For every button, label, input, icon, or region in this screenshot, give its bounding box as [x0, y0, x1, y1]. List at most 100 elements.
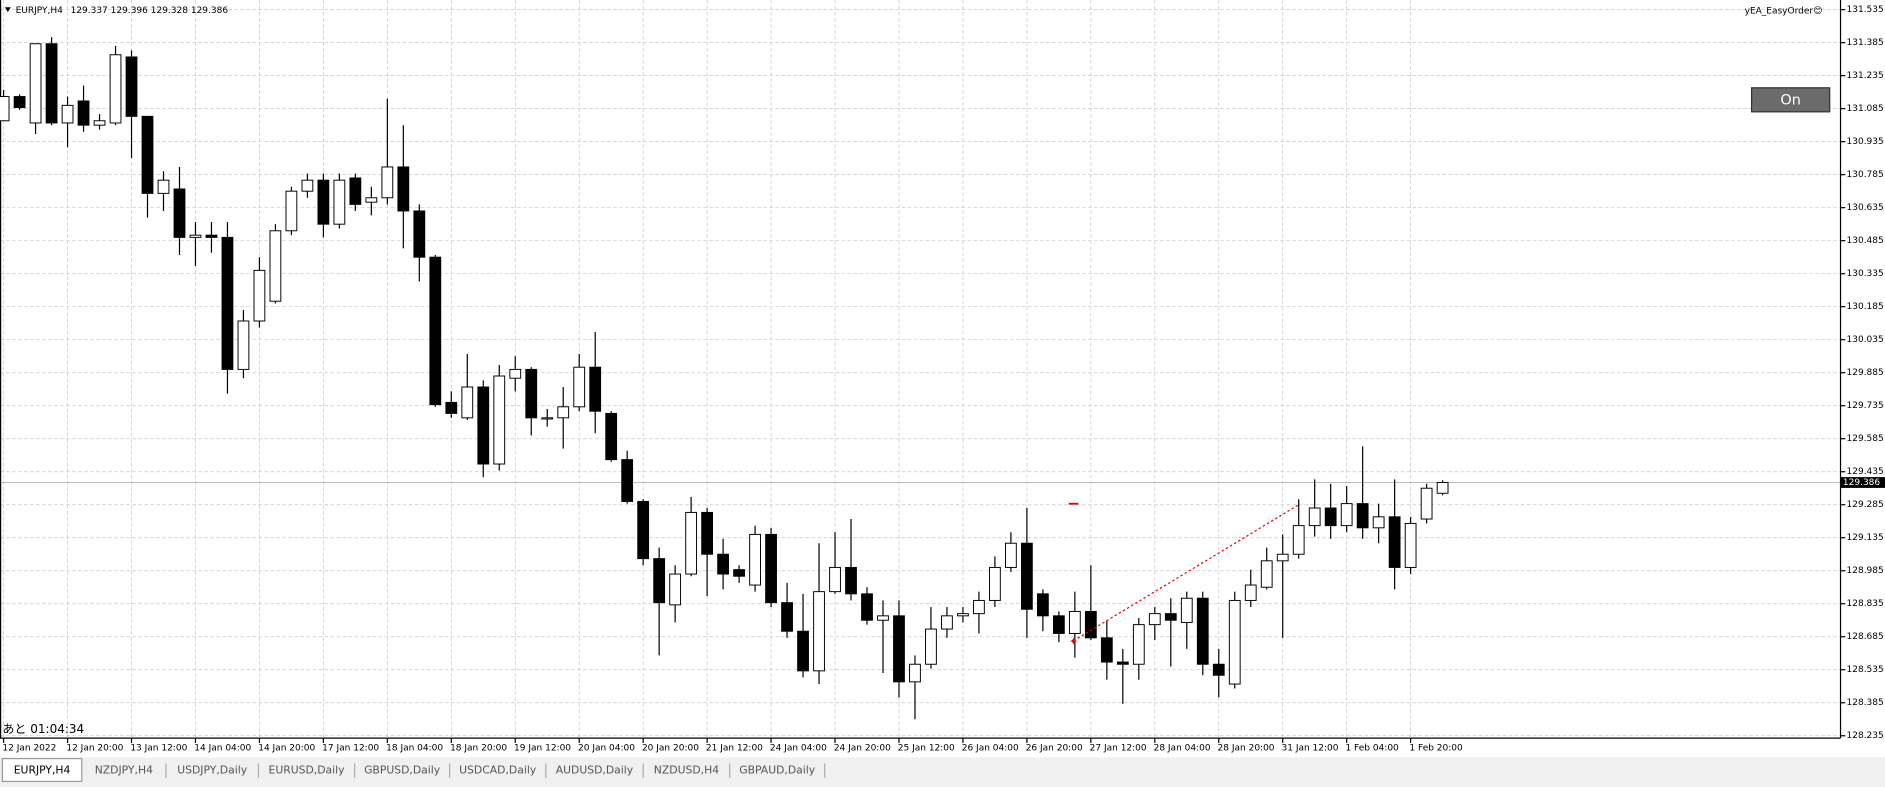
y-tick-label: 130.935 [1847, 137, 1884, 147]
candle-body [173, 188, 186, 238]
x-tick-label: 24 Jan 04:00 [770, 743, 827, 753]
x-tick-label: 26 Jan 04:00 [962, 743, 1019, 753]
x-tick-label: 14 Jan 04:00 [194, 743, 251, 753]
button-label[interactable]: On [1780, 92, 1800, 108]
candle-body [29, 43, 42, 124]
tab[interactable]: GBPAUD,Daily [739, 764, 816, 777]
y-tick-label: 131.085 [1847, 104, 1884, 114]
candle-body [237, 320, 250, 370]
y-tick-label: 128.835 [1847, 599, 1884, 609]
tab[interactable]: AUDUSD,Daily [556, 764, 634, 777]
x-tick-label: 25 Jan 12:00 [898, 743, 955, 753]
candle-body [1340, 503, 1353, 527]
x-tick-label: 26 Jan 20:00 [1026, 743, 1083, 753]
candle-body [1005, 542, 1017, 568]
price-label: 129.386 [1843, 478, 1880, 488]
candle-body [189, 234, 202, 238]
candle-body [1404, 522, 1417, 568]
candle-body [1068, 610, 1081, 634]
tab-bar [0, 757, 1885, 787]
candle-body [269, 230, 282, 302]
x-tick-label: 18 Jan 20:00 [450, 743, 507, 753]
tab[interactable]: NZDUSD,H4 [654, 764, 719, 777]
candle-body [573, 366, 586, 408]
candle-body [461, 386, 474, 419]
candles [0, 37, 1449, 720]
candle-body [205, 234, 218, 238]
candle-body [1084, 610, 1097, 639]
tab[interactable]: USDJPY,Daily [177, 764, 247, 777]
on-button[interactable]: On [1750, 87, 1831, 113]
y-tick-label: 131.535 [1847, 5, 1884, 15]
x-tick-label: 14 Jan 20:00 [258, 743, 315, 753]
y-tick-label: 130.035 [1847, 335, 1884, 345]
candle-body [541, 417, 554, 420]
y-tick-label: 130.185 [1847, 302, 1884, 312]
candle-body [1276, 553, 1289, 562]
candle-body [829, 566, 841, 593]
y-tick-label: 128.985 [1847, 566, 1884, 576]
candle-body [669, 573, 682, 606]
y-tick-label: 129.435 [1847, 467, 1884, 477]
y-tick-label: 129.585 [1847, 434, 1884, 444]
last-open: 129.337 [71, 6, 108, 16]
header-text: EURJPY,H4 129.337 129.396 129.328 129.38… [16, 6, 229, 16]
candle-body [1372, 516, 1385, 529]
x-tick-label: 27 Jan 12:00 [1090, 743, 1147, 753]
candle-body [1388, 516, 1401, 568]
candle-body [445, 401, 458, 414]
x-tick-label: 20 Jan 04:00 [578, 743, 635, 753]
candle-body [13, 96, 26, 109]
x-tick-label: 1 Feb 04:00 [1345, 743, 1399, 753]
candle-body [989, 566, 1001, 601]
candle-body [749, 533, 761, 586]
tab[interactable]: EURUSD,Daily [269, 764, 346, 777]
tab-active-bg[interactable] [1, 757, 83, 783]
indicator-name: yEA_EasyOrder😊 [1745, 5, 1823, 16]
candle-body [141, 115, 154, 194]
candle-body [221, 236, 234, 370]
tab[interactable]: GBPUSD,Daily [364, 764, 441, 777]
candle-body [557, 406, 570, 419]
candle-body [1228, 599, 1241, 685]
x-axis: 12 Jan 2022 12 Jan 20:00 13 Jan 12:00 14 Ja… [2, 738, 1463, 753]
candle-body [0, 96, 10, 122]
x-tick-label: 17 Jan 12:00 [322, 743, 379, 753]
x-tick-label: 13 Jan 12:00 [130, 743, 187, 753]
tab[interactable]: NZDJPY,H4 [95, 764, 153, 777]
y-tick-label: 128.535 [1847, 665, 1884, 675]
x-tick-label: 1 Feb 20:00 [1409, 743, 1463, 753]
y-tick-label: 131.385 [1847, 38, 1884, 48]
last-close: 129.386 [191, 6, 228, 16]
button-bg[interactable] [1750, 87, 1831, 113]
candle-body [1212, 663, 1225, 676]
candle-body [93, 120, 106, 126]
candle-body [653, 558, 666, 604]
candle-body [1196, 597, 1209, 665]
candle-body [365, 197, 378, 203]
candle-body [701, 511, 714, 555]
candle-body [125, 56, 138, 117]
candle-body [813, 591, 825, 672]
candle-body [157, 179, 170, 194]
y-tick-label: 128.385 [1847, 698, 1884, 708]
candle-body [333, 179, 346, 225]
trade-line [1073, 504, 1299, 642]
candle-body [861, 593, 873, 621]
candle-body [765, 533, 777, 604]
candle-body [1148, 613, 1161, 626]
candle-body [477, 386, 490, 465]
tab[interactable]: EURJPY,H4 [14, 764, 71, 777]
y-tick-label: 128.685 [1847, 632, 1884, 642]
y-tick-label: 129.735 [1847, 401, 1884, 411]
candle-body [1052, 615, 1065, 634]
candle-body [1308, 507, 1321, 527]
tab[interactable]: USDCAD,Daily [459, 764, 537, 777]
candle-body [317, 179, 330, 225]
x-tick-label: 18 Jan 04:00 [386, 743, 443, 753]
menu-triangle[interactable] [4, 7, 11, 13]
candle-body [1132, 624, 1145, 665]
y-tick-label: 130.485 [1847, 236, 1884, 246]
